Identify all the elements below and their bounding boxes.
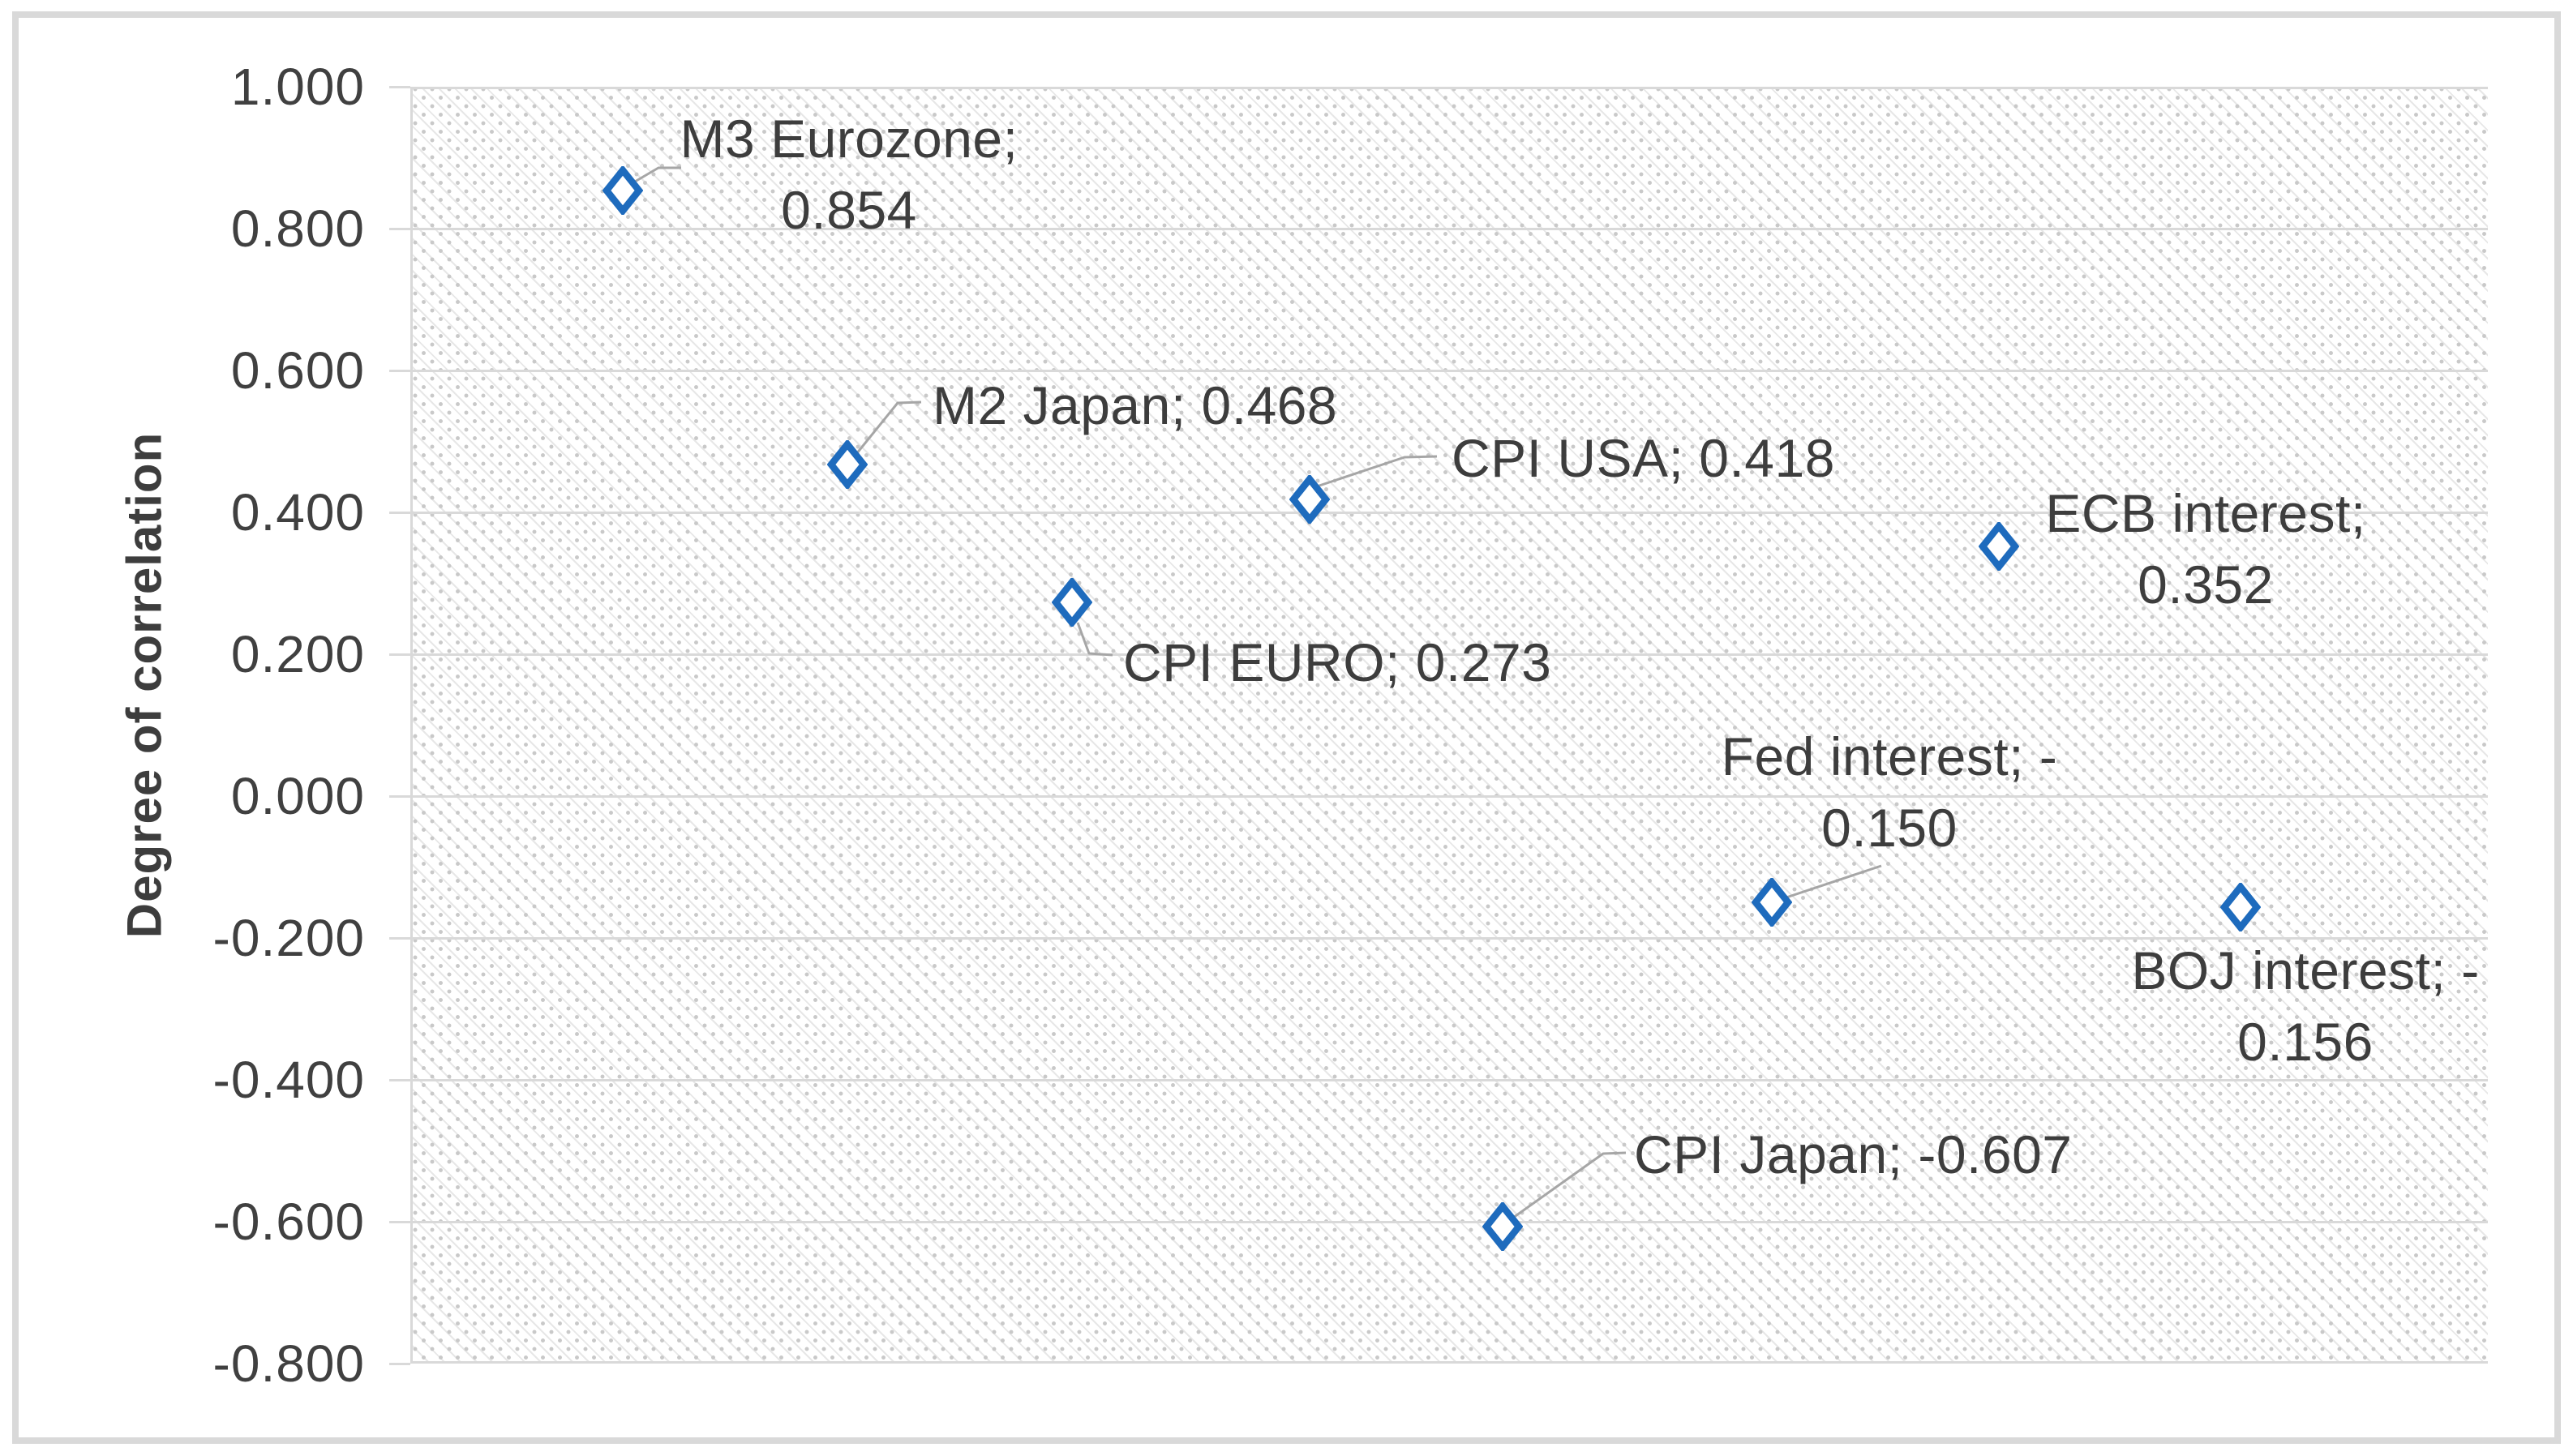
gridline	[413, 1078, 2488, 1081]
data-label-line: 0.854	[781, 180, 917, 240]
diamond-marker-icon	[1482, 1202, 1524, 1252]
data-label-line: M2 Japan; 0.468	[933, 375, 1338, 435]
y-axis-tick-label: 0.200	[230, 625, 365, 683]
data-label-line: 0.150	[1821, 798, 1958, 858]
data-label: M2 Japan; 0.468	[933, 370, 1337, 441]
gridline	[413, 87, 2488, 89]
y-axis-tick-label: -0.800	[212, 1334, 365, 1393]
data-label: M3 Eurozone; 0.854	[680, 103, 1018, 246]
data-point-marker	[1979, 522, 2020, 571]
data-label: CPI Japan; -0.607	[1634, 1119, 2073, 1190]
data-label: CPI EURO; 0.273	[1123, 627, 1551, 698]
y-axis-tick-label: 0.600	[230, 341, 365, 400]
diamond-marker-icon	[1751, 878, 1792, 927]
gridline	[413, 1220, 2488, 1223]
data-label-line: 0.156	[2237, 1012, 2374, 1072]
gridline	[413, 369, 2488, 372]
data-point-marker	[2220, 882, 2262, 931]
y-axis-tick	[389, 85, 410, 88]
y-axis-tick-label: 0.400	[230, 483, 365, 542]
data-label-line: BOJ interest; -	[2131, 940, 2480, 1000]
data-point-marker	[1052, 578, 1093, 627]
gridline	[413, 511, 2488, 514]
y-axis-tick	[389, 511, 410, 514]
y-axis-tick	[389, 936, 410, 940]
gridline	[413, 653, 2488, 656]
diamond-marker-icon	[826, 439, 868, 489]
y-axis-tick	[389, 227, 410, 230]
y-axis-tick	[389, 1078, 410, 1081]
data-point-marker	[826, 439, 868, 489]
data-label: CPI USA; 0.418	[1452, 422, 1835, 494]
gridline	[413, 794, 2488, 798]
diamond-marker-icon	[603, 165, 644, 215]
gridline	[413, 936, 2488, 940]
diamond-marker-icon	[1979, 522, 2020, 571]
y-axis-tick-label: 0.800	[230, 199, 365, 258]
y-axis-tick	[389, 653, 410, 656]
data-label-line: M3 Eurozone;	[680, 109, 1018, 169]
diamond-marker-icon	[1289, 475, 1331, 525]
y-axis-tick-label: -0.200	[212, 909, 365, 967]
data-point-marker	[1289, 475, 1331, 525]
diamond-marker-icon	[1052, 578, 1093, 627]
y-axis-tick	[389, 369, 410, 372]
y-axis-tick-label: 0.000	[230, 767, 365, 825]
data-point-marker	[1751, 878, 1792, 927]
diamond-marker-icon	[2220, 882, 2262, 931]
y-axis-tick	[389, 1220, 410, 1223]
y-axis-tick	[389, 1362, 410, 1365]
data-label-line: CPI EURO; 0.273	[1123, 632, 1552, 692]
gridline	[413, 1361, 2488, 1364]
data-label-line: ECB interest;	[2045, 483, 2366, 543]
data-label-line: Fed interest; -	[1721, 726, 2058, 786]
gridline	[413, 227, 2488, 230]
y-axis-tick-label: 1.000	[230, 58, 365, 116]
data-label-line: CPI Japan; -0.607	[1634, 1124, 2073, 1184]
data-label-line: 0.352	[2138, 555, 2274, 615]
y-axis-tick	[389, 794, 410, 798]
data-point-marker	[1482, 1202, 1524, 1252]
plot-area	[410, 87, 2488, 1364]
data-label: BOJ interest; - 0.156	[2131, 935, 2479, 1077]
y-axis-tick-label: -0.600	[212, 1193, 365, 1251]
data-label-line: CPI USA; 0.418	[1452, 428, 1835, 488]
data-label: Fed interest; - 0.150	[1722, 721, 2058, 863]
data-label: ECB interest; 0.352	[2045, 477, 2365, 620]
data-point-marker	[603, 165, 644, 215]
y-axis-tick-label: -0.400	[212, 1051, 365, 1109]
